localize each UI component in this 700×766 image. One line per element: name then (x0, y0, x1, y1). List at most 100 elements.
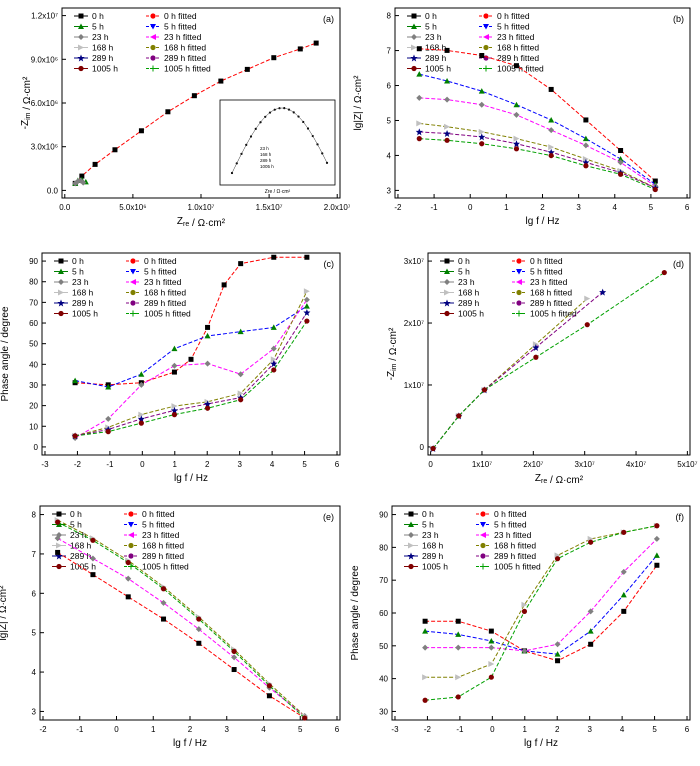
legend-label: 5 h fitted (494, 520, 527, 530)
fitted-point (150, 24, 156, 30)
legend-label: 168 h (72, 288, 94, 298)
data-point (125, 575, 132, 582)
fitted-line (75, 312, 308, 437)
data-point (165, 109, 171, 115)
x-tick-label: 2 (205, 460, 210, 469)
data-point (79, 173, 85, 179)
fitted-point (150, 34, 156, 40)
legend-label: 0 h fitted (164, 11, 197, 21)
data-point (160, 599, 167, 606)
fitted-line (419, 73, 656, 185)
data-point (191, 93, 197, 99)
x-tick-label: 1x10⁷ (472, 460, 492, 469)
y-tick-label: 3.0x10⁶ (31, 143, 58, 152)
legend-label: 168 h (458, 288, 480, 298)
fitted-point (480, 511, 486, 517)
legend-label: 0 h (92, 11, 104, 21)
panel-label: (d) (673, 259, 684, 269)
data-point (411, 23, 417, 29)
panel-label: (f) (676, 512, 685, 522)
x-axis-label: Zre / Ω·cm² (535, 473, 584, 486)
y-tick-label: 6.0x10⁶ (31, 99, 58, 108)
y-tick-label: 4 (387, 151, 392, 160)
y-tick-label: 3 (387, 186, 392, 195)
data-point (444, 47, 450, 53)
data-point (422, 674, 429, 681)
data-point (271, 367, 277, 373)
x-tick-label: 0 (428, 460, 433, 469)
fitted-point (480, 553, 486, 559)
fitted-point (130, 289, 136, 296)
data-point (411, 13, 417, 19)
data-point (170, 406, 178, 414)
y-tick-label: 80 (379, 543, 388, 552)
data-point (618, 148, 624, 153)
fitted-point (150, 65, 156, 72)
inset-x-label: Zre / Ω·cm² (265, 189, 291, 195)
data-point (138, 420, 144, 426)
data-point (617, 155, 624, 162)
data-point (56, 542, 62, 549)
data-point (587, 628, 594, 634)
y-tick-label: 50 (29, 340, 38, 349)
data-point (478, 101, 485, 108)
legend-label: 168 h fitted (530, 288, 572, 298)
data-point (554, 556, 561, 562)
panel-b: -2 -1 0 1 2 3 4 5 6 3 4 5 6 7 8 lg f / Hz lg|Z| / Ω·cm² (… (350, 0, 700, 245)
legend-label: 168 h (425, 43, 447, 53)
data-point (105, 415, 112, 422)
legend-label: 0 h fitted (494, 509, 527, 519)
data-point (407, 552, 415, 560)
data-point (171, 403, 178, 410)
data-point (488, 628, 494, 634)
fitted-point (516, 258, 522, 264)
legend-label: 289 h fitted (142, 551, 184, 561)
y-tick-label: 20 (29, 402, 38, 411)
y-tick-label: 6 (387, 82, 392, 91)
data-point (92, 161, 98, 167)
legend-label: 0 h (72, 256, 84, 266)
data-point (584, 295, 591, 302)
data-point (244, 66, 250, 72)
fitted-line (419, 131, 656, 189)
y-tick-label: 70 (379, 576, 388, 585)
chart-a: 0.0 5.0x10⁶ 1.0x10⁷ 1.5x10⁷ 2.0x10⁷ 0.0 3.0x10… (20, 7, 351, 229)
x-tick-label: -1 (106, 460, 114, 469)
y-tick-label: 8 (387, 12, 392, 21)
data-point (548, 144, 555, 151)
data-point (195, 626, 202, 633)
fitted-point (516, 269, 522, 275)
data-point (196, 616, 202, 622)
data-point (443, 130, 451, 138)
legend-label: 23 h fitted (494, 530, 532, 540)
data-point (444, 77, 451, 84)
panel-label: (a) (323, 14, 334, 24)
data-point (430, 445, 436, 452)
data-point (408, 542, 414, 549)
fitted-point (130, 300, 136, 306)
legend-label: 168 h (422, 541, 444, 551)
legend-label: 289 h (72, 298, 94, 308)
data-point (488, 644, 495, 651)
y-tick-label: 7 (387, 47, 392, 56)
data-point (444, 268, 450, 274)
fitted-point (128, 522, 134, 528)
fitted-point (150, 13, 156, 19)
x-tick-label: 2 (540, 203, 545, 212)
legend-label: 0 h fitted (497, 11, 530, 21)
legend-label: 23 h (425, 32, 442, 42)
data-point (80, 179, 87, 186)
legend-label: 1005 h fitted (530, 309, 577, 319)
data-point (221, 282, 227, 288)
data-point (620, 591, 627, 598)
fitted-point (516, 310, 522, 317)
y-tick-label: 70 (29, 298, 38, 307)
fitted-line (419, 97, 656, 187)
y-axis-label: Phase angle / degree (350, 565, 361, 661)
data-point (416, 94, 423, 101)
x-tick-label: 2x10⁷ (523, 460, 543, 469)
legend-label: 1005 h (92, 64, 118, 74)
legend-label: 5 h fitted (144, 267, 177, 277)
data-point (231, 654, 238, 661)
